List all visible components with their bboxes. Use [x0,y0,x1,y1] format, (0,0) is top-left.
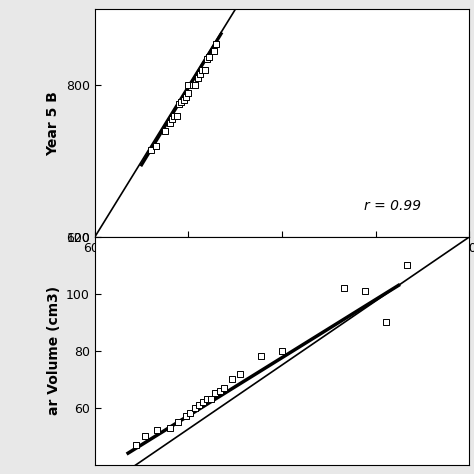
Point [210,47,218,55]
Point [213,40,220,47]
Point [382,319,390,326]
Point [257,353,265,360]
Point [199,398,207,406]
Point [154,427,161,434]
Point [203,395,211,403]
Point [199,66,206,74]
Point [196,70,204,78]
Point [178,98,185,106]
Point [185,89,192,97]
Text: r = 0.99: r = 0.99 [365,199,421,213]
Point [403,262,410,269]
Point [185,82,192,89]
Point [201,66,209,74]
Point [141,432,148,440]
Y-axis label: Year 5 B: Year 5 B [46,91,60,155]
Point [168,116,176,123]
X-axis label: Year 1 Brain Volume (cm3): Year 1 Brain Volume (cm3) [158,294,406,312]
Point [191,82,199,89]
Point [220,384,228,392]
Point [362,287,369,295]
Point [175,100,183,108]
Point [189,82,197,89]
Point [182,412,190,420]
Point [195,401,202,409]
Point [166,424,173,431]
Point [171,112,178,119]
Point [191,404,199,411]
Point [174,418,182,426]
Point [182,93,190,100]
Point [237,370,244,377]
Point [203,55,211,63]
Point [208,395,215,403]
Point [212,390,219,397]
Point [166,119,173,127]
Point [152,142,159,150]
Point [216,387,223,394]
Point [278,347,286,355]
Point [133,441,140,448]
Point [173,112,181,119]
Point [147,146,155,154]
Point [341,284,348,292]
Point [194,74,201,82]
Point [187,410,194,417]
Point [228,375,236,383]
Point [206,53,213,60]
Y-axis label: ar Volume (cm3): ar Volume (cm3) [46,286,61,415]
Point [180,97,188,104]
Point [161,127,169,135]
